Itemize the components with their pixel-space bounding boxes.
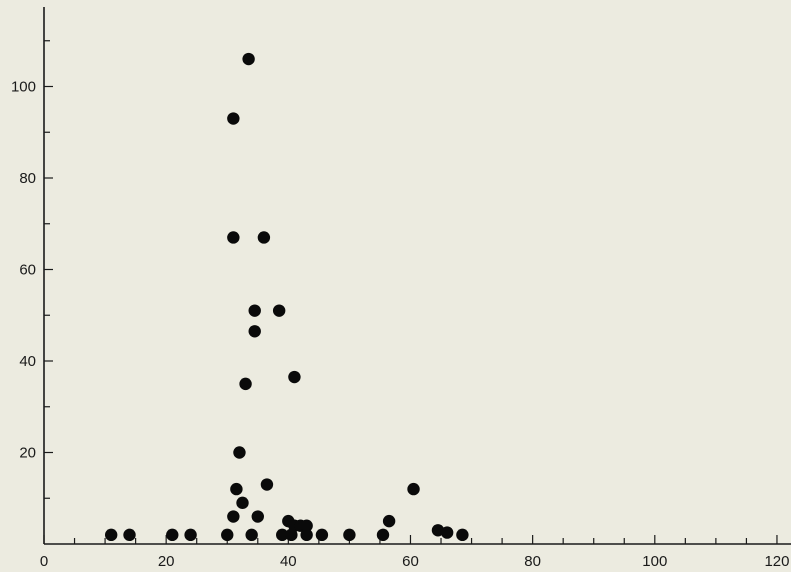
data-point	[166, 528, 179, 542]
data-point	[343, 528, 356, 542]
data-point	[288, 370, 301, 384]
y-tick-label: 40	[19, 353, 36, 370]
data-points	[104, 52, 469, 542]
x-tick-label: 80	[524, 553, 541, 570]
data-point	[104, 528, 118, 542]
data-point	[227, 510, 240, 523]
data-point	[242, 52, 255, 66]
data-point	[236, 496, 249, 510]
data-point	[221, 528, 234, 542]
data-point	[227, 112, 240, 125]
x-tick-label: 120	[764, 553, 789, 570]
data-point	[227, 231, 240, 244]
data-point	[239, 377, 252, 391]
x-axis: 0 20 40 60 80 100 120	[40, 535, 791, 570]
data-point	[300, 519, 313, 532]
data-point	[184, 528, 197, 542]
data-point	[230, 482, 243, 496]
data-point	[248, 325, 261, 338]
x-tick-label: 100	[642, 553, 667, 570]
y-axis: 20 40 60 80 100	[11, 7, 53, 544]
x-tick-label: 60	[402, 553, 419, 570]
y-tick-label: 100	[11, 79, 36, 96]
data-point	[251, 510, 264, 523]
data-point	[248, 304, 261, 317]
data-point	[233, 446, 246, 459]
y-tick-label: 60	[19, 262, 36, 279]
data-point	[315, 528, 329, 542]
y-tick-label: 20	[19, 445, 36, 462]
data-point	[272, 304, 286, 317]
data-point	[376, 528, 390, 542]
data-point	[382, 514, 396, 528]
x-tick-label: 40	[280, 553, 297, 570]
data-point	[276, 528, 289, 542]
data-point	[440, 526, 454, 539]
x-tick-label: 20	[158, 553, 175, 570]
data-point	[123, 528, 136, 542]
data-point	[407, 482, 420, 496]
data-point	[456, 528, 469, 542]
x-tick-label: 0	[40, 553, 48, 570]
data-point	[260, 478, 274, 491]
y-tick-label: 80	[19, 170, 36, 187]
data-point	[300, 528, 313, 542]
data-point	[257, 231, 271, 244]
data-point	[245, 528, 258, 542]
